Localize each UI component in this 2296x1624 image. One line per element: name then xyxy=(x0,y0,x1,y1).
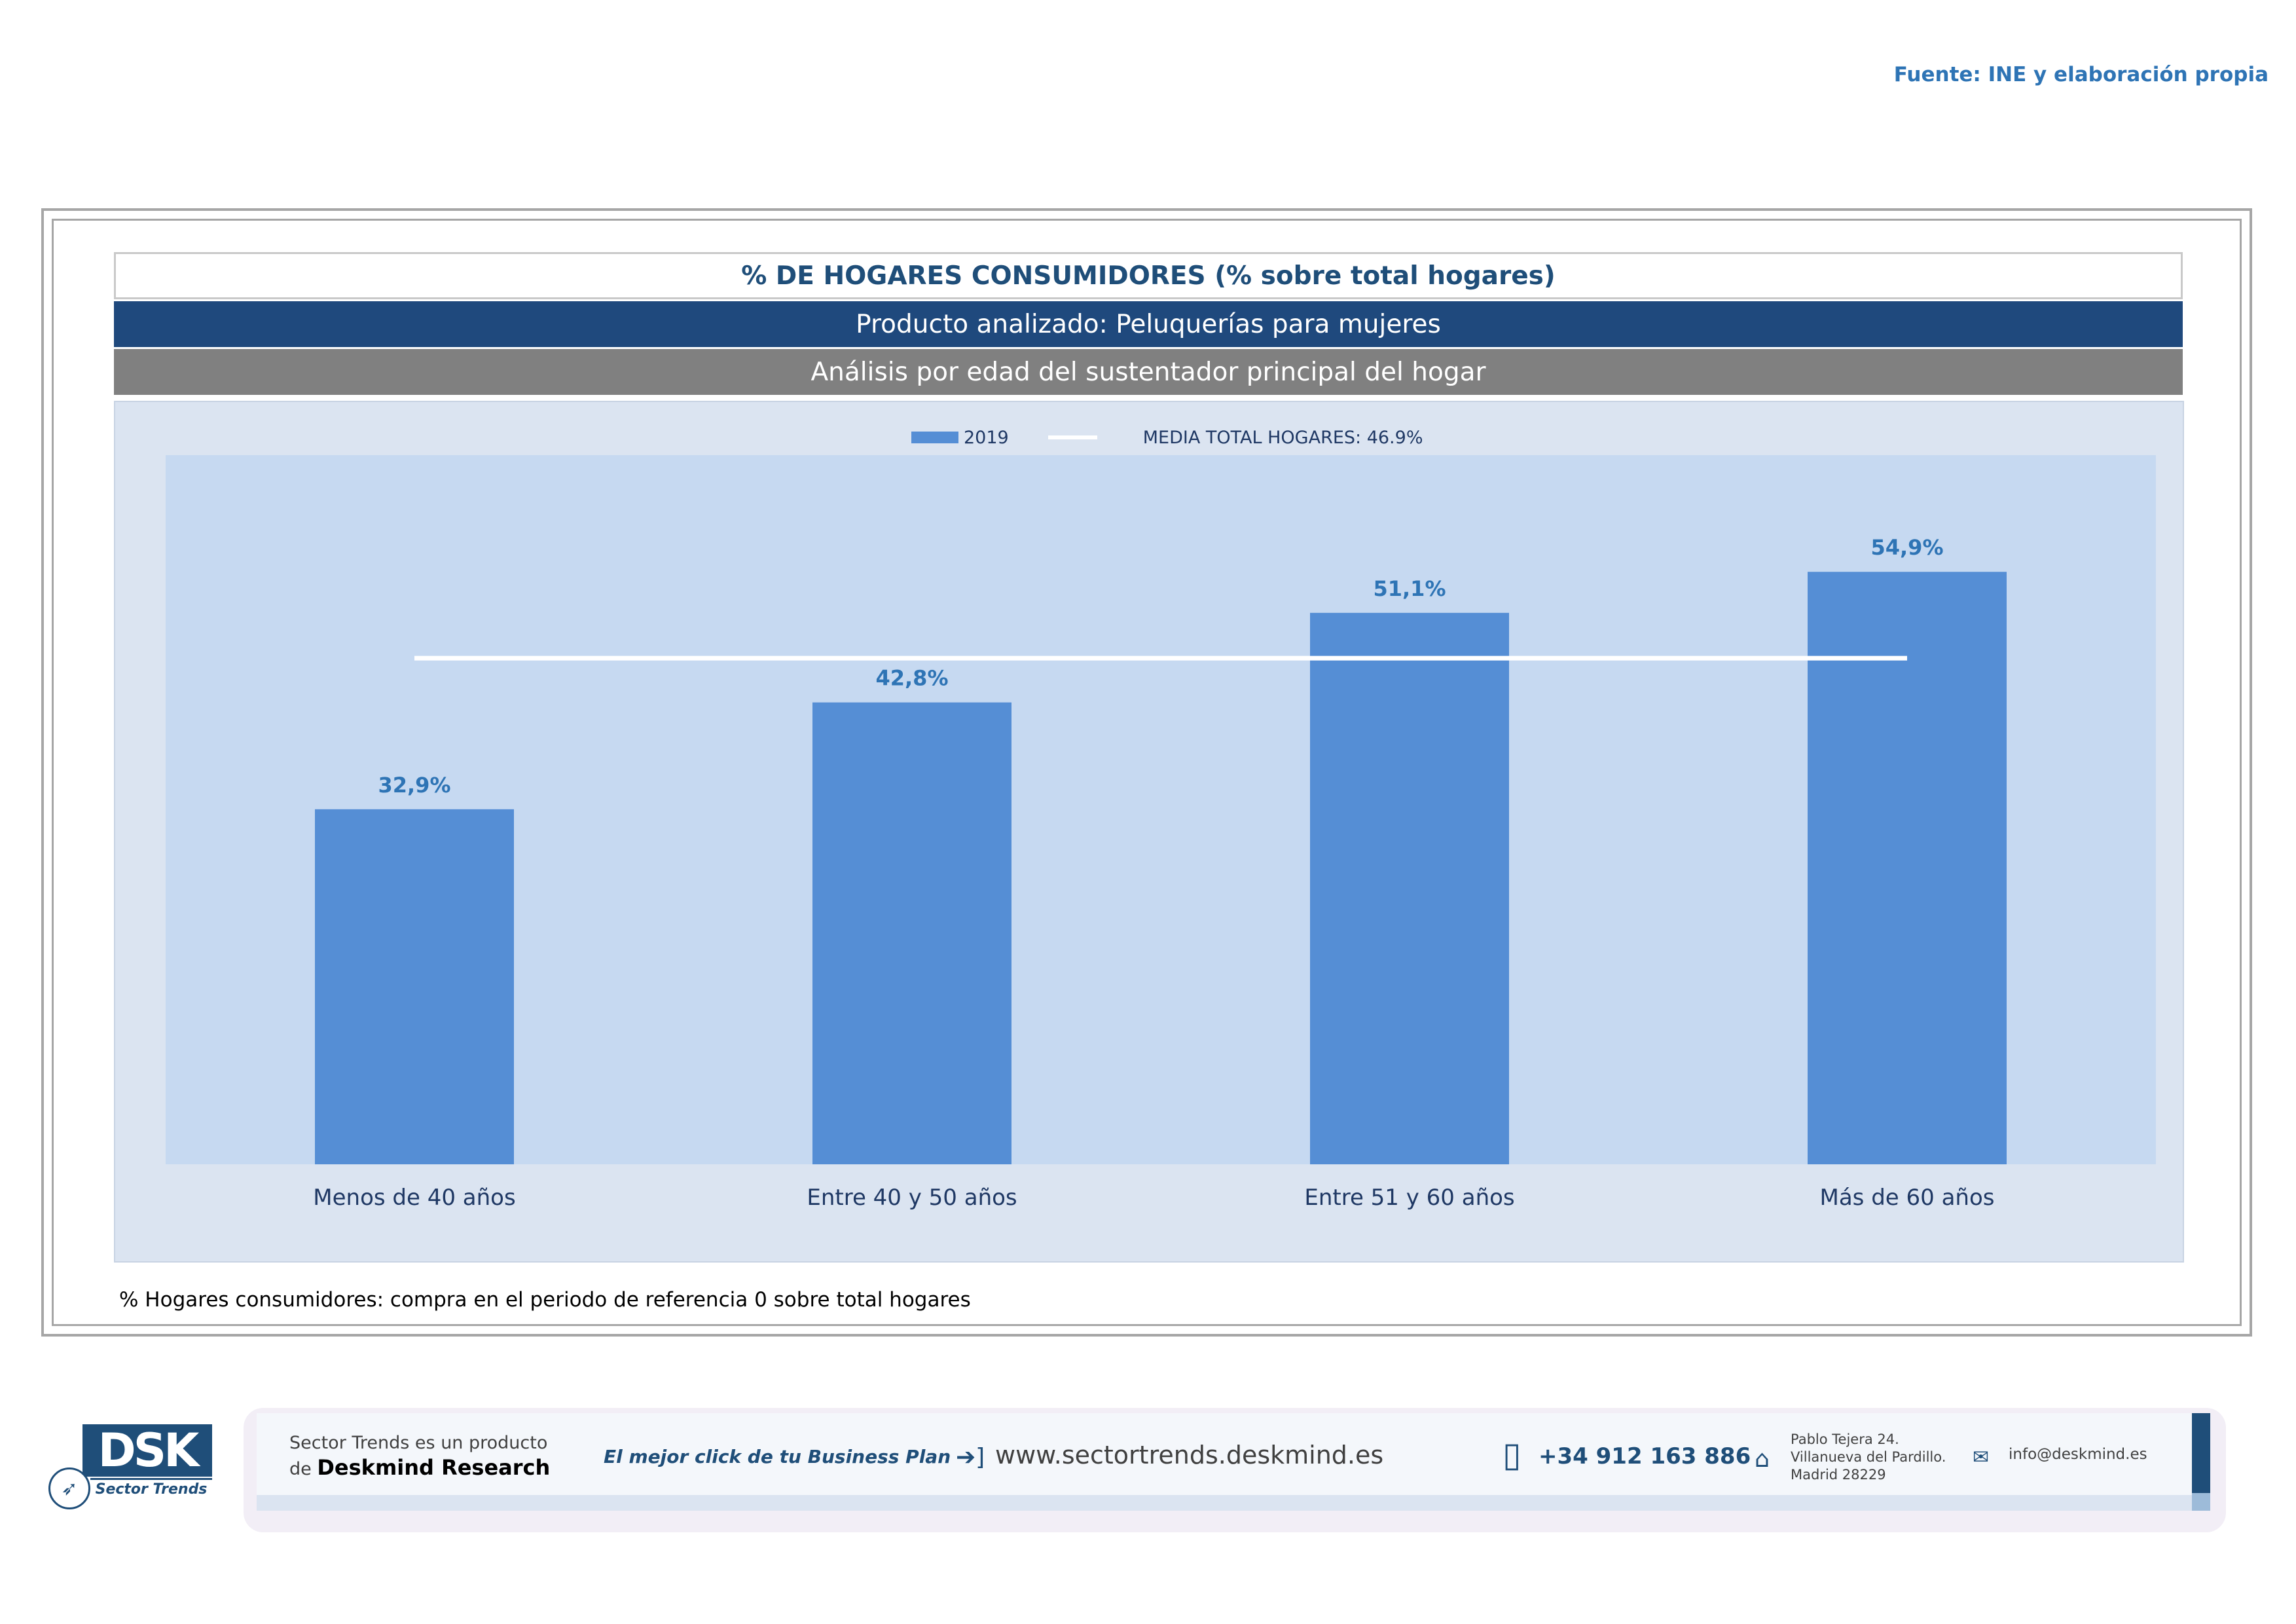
footer-website-link[interactable]: www.sectortrends.deskmind.es xyxy=(995,1441,1384,1469)
footer-product-prefix: de xyxy=(289,1459,312,1479)
bar-2 xyxy=(1310,612,1509,1164)
address-line1: Pablo Tejera 24. xyxy=(1791,1431,1899,1447)
category-label-0: Menos de 40 años xyxy=(313,1185,515,1211)
address-line2: Villanueva del Pardillo. xyxy=(1791,1449,1946,1465)
legend-mean-swatch xyxy=(1048,435,1097,439)
footer-brand: Deskmind Research xyxy=(317,1455,551,1480)
logo-text: DSK xyxy=(82,1424,212,1477)
footer-product-line2: de Deskmind Research xyxy=(289,1455,550,1480)
mail-icon: ✉ xyxy=(1973,1446,1990,1469)
arrow-login-icon: ➔] xyxy=(956,1444,985,1471)
data-label-2: 51,1% xyxy=(1373,576,1446,601)
report-frame-inner xyxy=(52,219,2242,1326)
product-band: Producto analizado: Peluquerías para muj… xyxy=(114,301,2183,347)
dsk-logo: DSK Sector Trends ➶ xyxy=(45,1424,221,1509)
legend-series-label: 2019 xyxy=(964,427,1009,448)
phone-icon: ▯ xyxy=(1503,1435,1522,1475)
legend-mean-label: MEDIA TOTAL HOGARES: 46.9% xyxy=(1142,427,1423,448)
data-label-1: 42,8% xyxy=(875,666,948,691)
chart-legend: 2019 MEDIA TOTAL HOGARES: 46.9% xyxy=(911,424,1423,451)
category-label-1: Entre 40 y 50 años xyxy=(807,1185,1017,1211)
data-label-0: 32,9% xyxy=(378,773,450,798)
address-line3: Madrid 28229 xyxy=(1791,1467,1886,1483)
report-frame xyxy=(41,208,2252,1337)
bar-0 xyxy=(315,809,514,1164)
category-label-3: Más de 60 años xyxy=(1820,1185,1995,1211)
rocket-icon: ➶ xyxy=(48,1467,90,1509)
footer-address: Pablo Tejera 24. Villanueva del Pardillo… xyxy=(1791,1431,1946,1484)
bar-3 xyxy=(1808,572,2007,1164)
data-label-3: 54,9% xyxy=(1870,535,1943,560)
logo-subtitle: Sector Trends xyxy=(90,1478,212,1500)
bar-1 xyxy=(812,702,1011,1164)
legend-bar-swatch xyxy=(911,432,958,443)
source-note: Fuente: INE y elaboración propia xyxy=(1893,63,2269,86)
footer-phone[interactable]: +34 912 163 886 xyxy=(1539,1443,1751,1469)
footer-email-link[interactable]: info@deskmind.es xyxy=(2009,1446,2147,1463)
footer-accent-low xyxy=(2192,1493,2210,1511)
analysis-band: Análisis por edad del sustentador princi… xyxy=(114,349,2183,395)
footer-slogan: El mejor click de tu Business Plan xyxy=(604,1446,951,1467)
chart-footnote: % Hogares consumidores: compra en el per… xyxy=(119,1288,971,1312)
category-label-2: Entre 51 y 60 años xyxy=(1304,1185,1514,1211)
chart-title: % DE HOGARES CONSUMIDORES (% sobre total… xyxy=(114,252,2183,299)
footer-strip xyxy=(257,1413,2206,1511)
footer-product-line1: Sector Trends es un producto xyxy=(289,1433,548,1453)
home-icon: ⌂ xyxy=(1755,1446,1770,1473)
